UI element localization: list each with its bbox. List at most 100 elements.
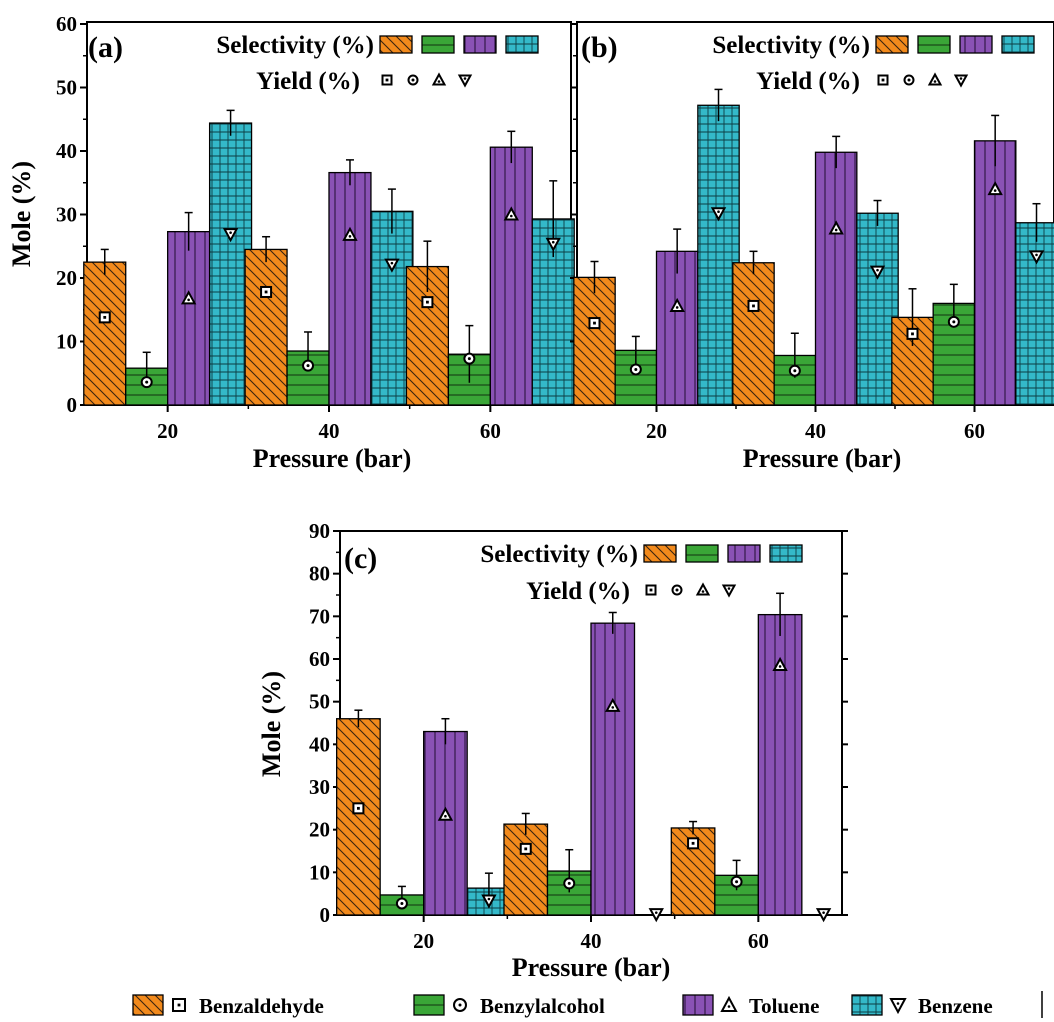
x-tick-label: 20 <box>413 929 434 953</box>
bar-toluene <box>590 622 636 916</box>
selectivity-key-label: Selectivity (%) <box>480 541 638 568</box>
bar-toluene <box>489 146 533 406</box>
y-tick-label: 0 <box>67 393 78 417</box>
bar-benzene <box>531 218 575 406</box>
panel-c: 0 10 20 30 40 50 60 70 80 90 20 40 60 Pressure (bar) M… <box>257 519 848 982</box>
legend-label: Benzylalcohol <box>480 994 605 1018</box>
yield-marker-benzaldehyde <box>519 842 532 855</box>
legend-swatch <box>132 994 164 1016</box>
y-axis-label: Mole (%) <box>257 671 286 777</box>
yield-marker-benzylalcohol <box>788 364 801 377</box>
selectivity-key-swatch-benzene <box>769 544 803 563</box>
bar-benzaldehyde <box>503 823 549 916</box>
yield-marker-benzene <box>545 237 561 252</box>
bar-toluene <box>328 171 372 406</box>
yield-key-marker-benzaldehyde <box>645 584 657 596</box>
yield-marker-toluene <box>437 806 454 821</box>
yield-marker-benzene <box>1028 250 1045 265</box>
yield-key-marker-benzene <box>953 74 969 88</box>
selectivity-key-swatch-benzylalcohol <box>917 35 951 54</box>
yield-marker-benzylalcohol <box>140 376 153 389</box>
legend-item-benzaldehyde: Benzaldehyde <box>132 994 324 1018</box>
error-bar-benzene <box>714 88 723 122</box>
yield-marker-benzylalcohol <box>395 897 408 910</box>
yield-marker-benzylalcohol <box>629 363 642 376</box>
selectivity-key-swatch-toluene <box>959 35 993 54</box>
yield-marker-benzaldehyde <box>421 296 434 309</box>
yield-marker-toluene <box>180 290 197 305</box>
selectivity-key-swatch-benzene <box>1001 35 1035 54</box>
bar-benzaldehyde <box>573 276 616 406</box>
yield-key-marker-benzylalcohol <box>407 74 419 86</box>
bar-toluene <box>167 230 211 406</box>
yield-marker-toluene <box>669 297 685 312</box>
y-tick-label: 20 <box>309 818 330 842</box>
yield-marker-toluene <box>605 697 621 712</box>
error-bar-benzaldehyde <box>100 248 109 275</box>
error-bar-benzaldehyde <box>590 260 599 294</box>
yield-marker-benzaldehyde <box>588 317 601 330</box>
selectivity-key-swatch-benzylalcohol <box>685 544 719 563</box>
legend-marker <box>720 995 738 1012</box>
yield-key-marker-toluene <box>695 582 711 596</box>
yield-marker-benzene <box>815 908 832 923</box>
y-tick-label: 0 <box>320 903 331 927</box>
yield-key-marker-benzylalcohol <box>903 74 915 86</box>
error-bar-toluene <box>608 611 617 634</box>
yield-key-marker-toluene <box>927 72 943 86</box>
selectivity-key-swatch-benzene <box>505 35 539 54</box>
yield-marker-benzene <box>222 228 239 243</box>
error-bar-toluene <box>184 211 193 251</box>
yield-key-label: Yield (%) <box>756 68 860 95</box>
x-tick-label: 60 <box>964 419 985 443</box>
bar-benzaldehyde <box>244 248 288 406</box>
error-bar-benzylalcohol <box>631 335 640 365</box>
yield-key-marker-benzene <box>721 584 737 598</box>
error-bar-benzaldehyde <box>354 709 363 728</box>
yield-marker-benzaldehyde <box>352 802 365 815</box>
bar-toluene <box>423 730 468 916</box>
legend-label: Toluene <box>749 994 819 1018</box>
y-tick-label: 50 <box>56 76 77 100</box>
yield-marker-benzaldehyde <box>687 837 700 850</box>
yield-marker-benzaldehyde <box>747 299 760 312</box>
selectivity-key-swatch-toluene <box>727 544 761 563</box>
error-bar-benzaldehyde <box>689 820 698 835</box>
y-tick-label: 60 <box>309 647 330 671</box>
selectivity-key-label: Selectivity (%) <box>216 32 374 59</box>
yield-key-label: Yield (%) <box>526 578 630 605</box>
x-tick-label: 60 <box>748 929 769 953</box>
error-bar-benzaldehyde <box>262 235 271 263</box>
error-bar-benzene <box>387 188 396 234</box>
x-tick-label: 60 <box>480 419 501 443</box>
bar-benzylalcohol <box>546 870 592 916</box>
y-tick-label: 10 <box>56 330 77 354</box>
y-tick-label: 70 <box>309 604 330 628</box>
yield-marker-benzylalcohol <box>302 359 315 372</box>
yield-marker-toluene <box>987 181 1003 196</box>
selectivity-key-label: Selectivity (%) <box>712 32 870 59</box>
y-tick-label: 40 <box>309 732 330 756</box>
error-bar-benzene <box>1032 202 1041 242</box>
bar-benzene <box>1015 222 1054 406</box>
legend-swatch <box>851 994 883 1016</box>
bar-benzaldehyde <box>336 718 381 916</box>
yield-marker-benzylalcohol <box>947 315 960 328</box>
yield-marker-benzylalcohol <box>563 877 576 890</box>
y-tick-label: 80 <box>309 562 330 586</box>
error-bar-benzaldehyde <box>749 250 758 275</box>
x-tick-label: 20 <box>646 419 667 443</box>
legend-label: Benzaldehyde <box>199 994 324 1018</box>
error-bar-toluene <box>991 114 1000 167</box>
yield-marker-benzylalcohol <box>730 875 743 888</box>
x-axis-label: Pressure (bar) <box>512 953 671 982</box>
y-tick-label: 20 <box>56 266 77 290</box>
selectivity-key-swatch-benzaldehyde <box>379 35 413 54</box>
y-tick-label: 30 <box>309 775 330 799</box>
bar-benzaldehyde <box>83 261 127 406</box>
error-bar-toluene <box>776 592 785 636</box>
legend-marker <box>889 998 907 1015</box>
error-bar-benzaldehyde <box>521 812 530 835</box>
yield-marker-toluene <box>772 656 788 671</box>
